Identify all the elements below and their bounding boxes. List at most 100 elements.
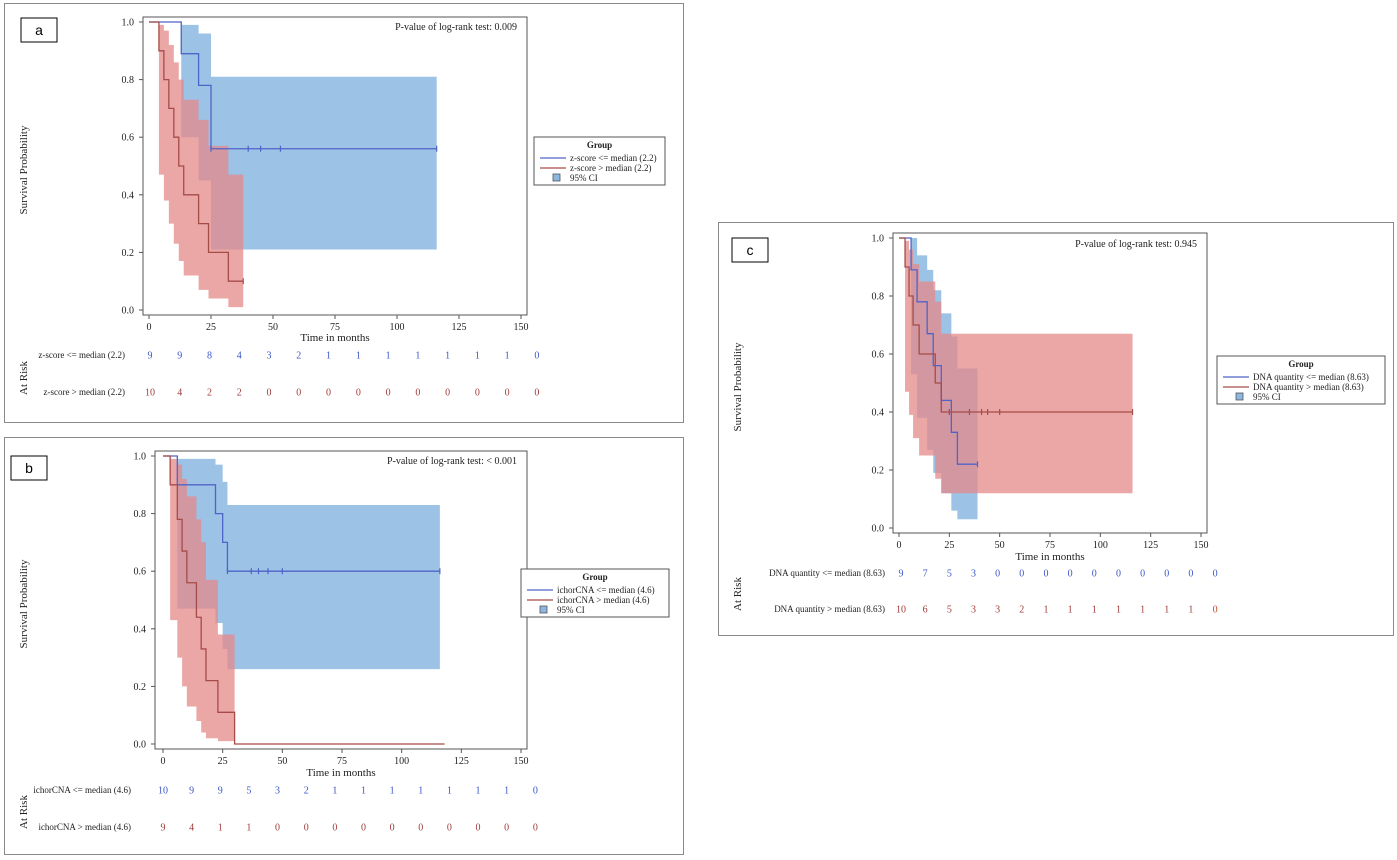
- at-risk-count: 3: [275, 786, 280, 797]
- y-tick-label: 0.4: [134, 624, 147, 635]
- at-risk-count: 1: [246, 823, 251, 834]
- panel-letter-box: c: [731, 237, 769, 263]
- at-risk-count: 2: [237, 388, 242, 399]
- legend: Group DNA quantity <= median (8.63)DNA qu…: [1216, 355, 1386, 405]
- y-tick-label: 1.0: [872, 234, 885, 245]
- at-risk-count: 3: [995, 605, 1000, 616]
- panel-c: c 0.0 0.2 0.4 0.6 0.8 1.0 0 25 50 75 100 125 150 Time …: [718, 222, 1394, 636]
- y-tick-label: 0.8: [122, 75, 135, 86]
- x-tick-label: 150: [514, 322, 529, 333]
- x-axis-title: Time in months: [1015, 551, 1084, 563]
- at-risk-count: 1: [356, 351, 361, 362]
- at-risk-count: 10: [145, 388, 155, 399]
- y-axis-title: Survival Probability: [732, 342, 744, 431]
- x-tick-label: 0: [897, 540, 902, 551]
- at-risk-count: 1: [361, 786, 366, 797]
- at-risk-count: 0: [1213, 605, 1218, 616]
- pvalue-label: P-value of log-rank test: 0.945: [1075, 239, 1197, 250]
- at-risk-count: 0: [475, 388, 480, 399]
- at-risk-count: 9: [148, 351, 153, 362]
- at-risk-count: 3: [971, 605, 976, 616]
- y-tick-label: 0.6: [872, 350, 885, 361]
- at-risk-count: 0: [296, 388, 301, 399]
- at-risk-count: 1: [415, 351, 420, 362]
- y-tick-label: 0.0: [872, 524, 885, 535]
- y-axis-title: Survival Probability: [18, 125, 30, 214]
- survival-line-red: [899, 237, 1133, 413]
- y-tick-label: 0.2: [134, 682, 147, 693]
- at-risk-count: 9: [177, 351, 182, 362]
- at-risk-count: 4: [177, 388, 182, 399]
- at-risk-count: 0: [1188, 569, 1193, 580]
- chart-b: b0.00.20.40.60.81.00 25 50 75 100 125 150Time …: [10, 450, 670, 834]
- at-risk-count: 7: [923, 569, 928, 580]
- survival-line-blue: [163, 455, 440, 572]
- pvalue-label: P-value of log-rank test: < 0.001: [387, 456, 517, 467]
- legend-entry-red: ichorCNA > median (4.6): [557, 595, 650, 605]
- at-risk-count: 5: [246, 786, 251, 797]
- at-risk-count: 1: [476, 786, 481, 797]
- x-tick-label: 75: [330, 322, 340, 333]
- panel-letter: b: [25, 460, 33, 476]
- at-risk-count: 0: [1019, 569, 1024, 580]
- at-risk-count: 0: [533, 786, 538, 797]
- x-axis-title: Time in months: [300, 332, 369, 344]
- at-risk-count: 0: [533, 823, 538, 834]
- at-risk-count: 0: [332, 823, 337, 834]
- panel-letter: a: [35, 22, 43, 38]
- panel-letter-frame: [10, 455, 48, 481]
- legend-entry-red: DNA quantity > median (8.63): [1253, 382, 1364, 392]
- chart-a: a0.00.20.40.60.81.00 25 50 75 100 125 150Time …: [18, 16, 666, 399]
- at-risk-count: 3: [267, 351, 272, 362]
- x-tick-label: 125: [452, 322, 467, 333]
- survival-line-red: [163, 455, 445, 745]
- y-tick-label: 0.6: [122, 133, 135, 144]
- at-risk-row-label-red: ichorCNA > median (4.6): [38, 822, 131, 832]
- at-risk-row-label-red: z-score > median (2.2): [43, 387, 125, 397]
- at-risk-count: 0: [1164, 569, 1169, 580]
- at-risk-count: 1: [332, 786, 337, 797]
- ci-band-red: [899, 238, 1133, 494]
- legend-title: Group: [1288, 359, 1313, 369]
- x-tick-label: 150: [514, 756, 529, 767]
- x-tick-label: 75: [337, 756, 347, 767]
- at-risk-count: 1: [1140, 605, 1145, 616]
- legend-entry-red: z-score > median (2.2): [570, 163, 652, 173]
- x-tick-label: 0: [161, 756, 166, 767]
- at-risk-count: 1: [326, 351, 331, 362]
- at-risk-count: 0: [1068, 569, 1073, 580]
- at-risk-count: 1: [386, 351, 391, 362]
- at-risk-count: 1: [445, 351, 450, 362]
- y-tick-label: 0.0: [134, 740, 147, 751]
- at-risk-count: 1: [475, 351, 480, 362]
- at-risk-count: 9: [189, 786, 194, 797]
- at-risk-count: 0: [386, 388, 391, 399]
- at-risk-row-label-blue: DNA quantity <= median (8.63): [769, 568, 885, 578]
- panel-letter-frame: [731, 237, 769, 263]
- panel-b: b 0.0 0.2 0.4 0.6 0.8 1.0 0 25 50 75 100 125 150 Time …: [4, 437, 684, 855]
- y-tick-label: 0.8: [872, 292, 885, 303]
- at-risk-count: 0: [275, 823, 280, 834]
- at-risk-count: 0: [356, 388, 361, 399]
- at-risk-row-label-red: DNA quantity > median (8.63): [774, 604, 885, 614]
- at-risk-count: 0: [415, 388, 420, 399]
- ci-band-red: [163, 456, 235, 744]
- at-risk-count: 0: [504, 823, 509, 834]
- at-risk-count: 1: [1188, 605, 1193, 616]
- at-risk-count: 0: [447, 823, 452, 834]
- at-risk-count: 2: [304, 786, 309, 797]
- y-tick-label: 0.2: [872, 466, 885, 477]
- y-tick-label: 1.0: [134, 452, 147, 463]
- at-risk-count: 2: [1019, 605, 1024, 616]
- at-risk-count: 1: [390, 786, 395, 797]
- at-risk-count: 0: [476, 823, 481, 834]
- legend-entry-blue: DNA quantity <= median (8.63): [1253, 372, 1369, 382]
- at-risk-count: 9: [899, 569, 904, 580]
- panel-letter-frame: [20, 17, 58, 43]
- at-risk-count: 0: [445, 388, 450, 399]
- at-risk-count: 0: [390, 823, 395, 834]
- at-risk-count: 0: [1140, 569, 1145, 580]
- at-risk-count: 1: [218, 823, 223, 834]
- at-risk-count: 1: [1164, 605, 1169, 616]
- y-tick-label: 0.2: [122, 248, 135, 259]
